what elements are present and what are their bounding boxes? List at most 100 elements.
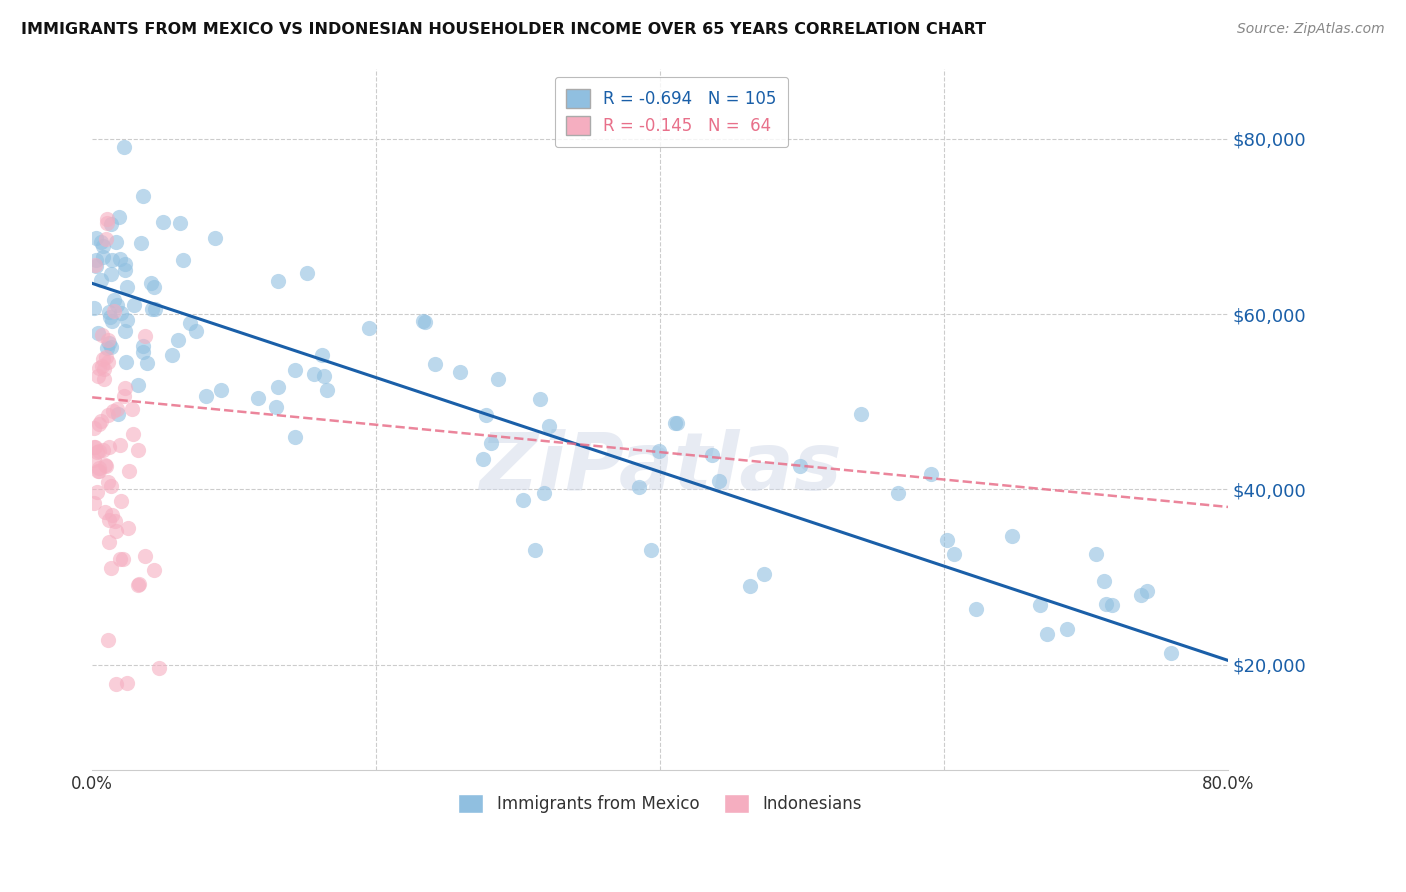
Point [1136, 583, 1159, 598]
Point [84, 231, 107, 245]
Point [132, 344, 155, 359]
Point [114, 257, 136, 271]
Point [83, 440, 105, 454]
Point [110, 493, 132, 508]
Point [91, 239, 114, 253]
Point [1001, 529, 1024, 543]
Point [115, 280, 138, 294]
Point [789, 459, 811, 474]
Point [83, 421, 105, 435]
Point [127, 442, 149, 457]
Point [90, 235, 112, 250]
Point [101, 403, 124, 417]
Point [752, 567, 775, 582]
Point [935, 533, 957, 547]
Point [127, 577, 149, 591]
Point [943, 547, 966, 561]
Point [108, 210, 131, 224]
Point [93, 251, 115, 265]
Point [311, 348, 333, 362]
Point [474, 408, 496, 422]
Point [134, 549, 156, 563]
Point [284, 362, 307, 376]
Point [295, 266, 318, 280]
Point [87, 326, 110, 340]
Point [849, 407, 872, 421]
Point [97, 335, 120, 350]
Point [195, 389, 218, 403]
Point [640, 542, 662, 557]
Point [965, 602, 987, 616]
Point [211, 383, 233, 397]
Point [921, 467, 943, 482]
Point [134, 329, 156, 343]
Point [101, 508, 124, 522]
Point [97, 408, 120, 422]
Point [524, 543, 547, 558]
Point [107, 407, 129, 421]
Point [700, 448, 723, 462]
Point [1056, 622, 1078, 636]
Point [96, 341, 118, 355]
Point [121, 402, 143, 417]
Point [97, 333, 120, 347]
Point [91, 443, 114, 458]
Point [110, 306, 132, 320]
Point [86, 368, 108, 383]
Point [537, 419, 560, 434]
Point [118, 464, 141, 478]
Point [111, 552, 134, 566]
Point [105, 235, 128, 249]
Point [1092, 574, 1115, 588]
Point [141, 302, 163, 317]
Point [1160, 647, 1182, 661]
Point [628, 480, 651, 494]
Point [132, 188, 155, 202]
Point [315, 384, 337, 398]
Point [112, 389, 135, 403]
Text: ZiPatlas: ZiPatlas [479, 429, 841, 508]
Point [142, 280, 165, 294]
Point [90, 328, 112, 343]
Point [114, 381, 136, 395]
Point [479, 435, 502, 450]
Point [93, 352, 115, 367]
Point [167, 333, 190, 347]
Legend: Immigrants from Mexico, Indonesians: Immigrants from Mexico, Indonesians [447, 782, 873, 825]
Point [105, 298, 128, 312]
Point [1095, 597, 1118, 611]
Point [112, 140, 135, 154]
Point [117, 521, 139, 535]
Point [100, 479, 122, 493]
Point [90, 414, 112, 428]
Point [471, 452, 494, 467]
Point [314, 369, 336, 384]
Point [83, 301, 105, 315]
Point [94, 505, 117, 519]
Point [179, 316, 201, 330]
Point [108, 552, 131, 566]
Point [529, 392, 551, 406]
Point [86, 485, 108, 500]
Point [169, 215, 191, 229]
Point [97, 354, 120, 368]
Point [648, 444, 671, 458]
Point [267, 274, 290, 288]
Point [91, 359, 114, 373]
Point [105, 401, 128, 416]
Point [94, 458, 117, 473]
Point [84, 259, 107, 273]
Point [89, 417, 111, 431]
Point [131, 236, 153, 251]
Point [84, 253, 107, 268]
Point [284, 430, 307, 444]
Point [486, 372, 509, 386]
Point [93, 362, 115, 376]
Point [172, 253, 194, 268]
Point [115, 355, 138, 369]
Point [887, 485, 910, 500]
Point [83, 453, 105, 467]
Point [512, 492, 534, 507]
Point [103, 303, 125, 318]
Point [101, 253, 124, 268]
